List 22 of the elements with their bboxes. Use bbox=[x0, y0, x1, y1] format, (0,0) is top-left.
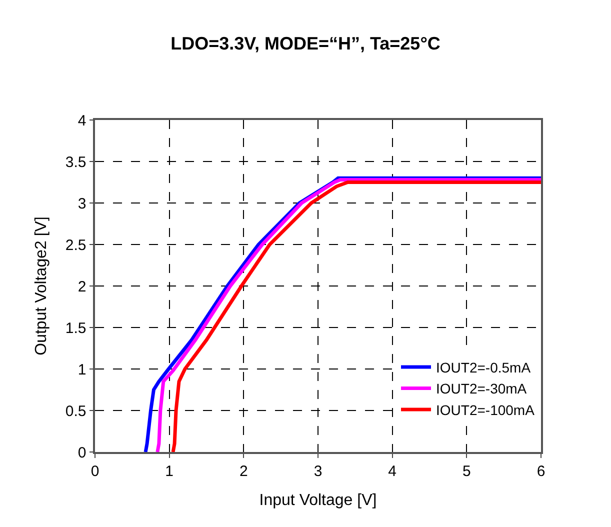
y-tick-label: 2 bbox=[78, 278, 86, 296]
x-tick-label: 5 bbox=[462, 462, 471, 480]
x-tick-label: 4 bbox=[388, 462, 396, 480]
legend-label: IOUT2=-30mA bbox=[436, 380, 528, 397]
legend-label: IOUT2=-100mA bbox=[436, 402, 536, 418]
x-tick-label: 2 bbox=[240, 462, 248, 480]
y-tick-label: 2.5 bbox=[65, 236, 86, 254]
y-tick-label: 3 bbox=[78, 195, 86, 212]
x-axis-title: Input Voltage [V] bbox=[259, 492, 377, 509]
x-tick-label: 6 bbox=[536, 462, 546, 480]
x-tick-label: 1 bbox=[165, 462, 174, 480]
x-tick-label: 0 bbox=[90, 462, 100, 480]
chart-title: LDO=3.3V, MODE=“H”, Ta=25°C bbox=[170, 33, 440, 54]
y-tick-label: 0.5 bbox=[65, 402, 86, 420]
y-tick-label: 1.5 bbox=[65, 320, 86, 337]
y-axis-title: Output Voltage2 [V] bbox=[32, 216, 50, 356]
y-tick-label: 3.5 bbox=[65, 154, 86, 171]
legend-label: IOUT2=-0.5mA bbox=[436, 360, 532, 376]
y-tick-label: 1 bbox=[78, 361, 86, 378]
y-tick-label: 0 bbox=[78, 444, 86, 462]
x-tick-label: 3 bbox=[314, 462, 322, 480]
y-tick-label: 4 bbox=[78, 112, 86, 130]
